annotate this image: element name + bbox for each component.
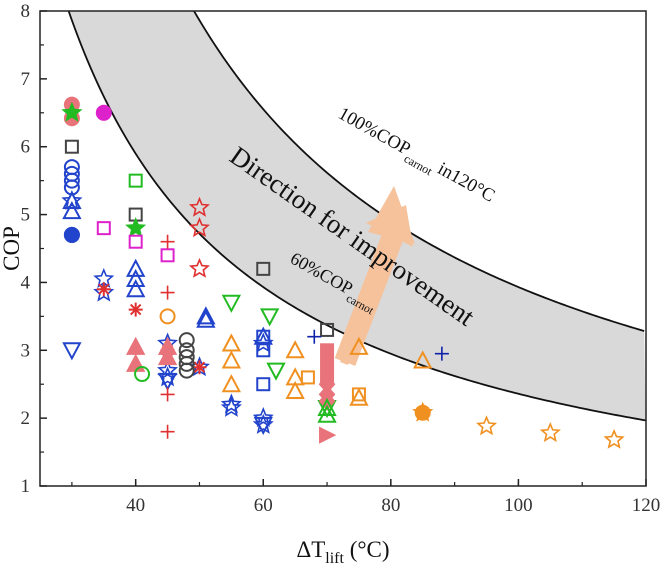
- data-point-plus-14-3: [160, 424, 175, 439]
- data-point-triangle-up-21-1: [221, 350, 242, 369]
- data-point-square-20-2: [256, 377, 271, 392]
- data-point-triangle-down-19-1: [259, 308, 280, 327]
- data-point-asterisk-12-1: [128, 302, 143, 317]
- data-point-circle-17-0: [134, 366, 151, 383]
- data-point-star-1-0: [61, 101, 83, 122]
- data-point-triangle-down-19-0: [221, 294, 242, 313]
- data-point-plus-23-0: [307, 329, 322, 344]
- data-point-square-10-1: [128, 234, 143, 249]
- y-tick-label: 8: [21, 1, 31, 22]
- data-point-triangle-up-21-0: [221, 333, 242, 352]
- data-point-triangle-up-6-1: [62, 201, 82, 220]
- data-point-triangle-up-6-0: [62, 190, 82, 209]
- data-point-square-24-0: [320, 343, 335, 358]
- data-point-star-7-10: [252, 406, 274, 428]
- data-point-square-22-1: [351, 387, 366, 402]
- y-tick-label: 6: [21, 137, 31, 158]
- data-point-circle-29-0: [414, 404, 431, 421]
- y-tick-label: 7: [21, 69, 31, 90]
- data-point-triangle-up-16-0: [126, 336, 146, 355]
- data-point-triangle-up-6-5: [196, 309, 216, 328]
- data-point-triangle-up-21-3: [285, 340, 305, 359]
- y-tick-label: 4: [21, 272, 31, 293]
- data-point-plus-14-1: [160, 285, 175, 300]
- data-point-triangle-up-21-2: [221, 374, 242, 393]
- data-point-circle-2-0: [95, 104, 112, 121]
- y-tick-label: 1: [21, 476, 31, 497]
- y-axis-title: COP: [0, 226, 24, 271]
- data-point-triangle-up-16-1: [126, 353, 146, 372]
- data-point-square-3-2: [256, 261, 271, 276]
- data-point-triangle-up-16-3: [157, 346, 178, 366]
- data-point-star-7-7: [220, 393, 242, 414]
- data-point-star-9-0: [125, 217, 147, 238]
- data-point-square-20-0: [256, 329, 271, 344]
- data-point-square-8-0: [128, 173, 143, 188]
- data-point-triangle-down-11-2: [253, 416, 273, 436]
- data-point-triangle-up-6-4: [126, 279, 146, 298]
- data-point-square-20-1: [256, 343, 271, 358]
- band-fill: [68, 11, 646, 421]
- data-point-star-7-8: [220, 396, 242, 417]
- x-tick-label: 100: [504, 495, 533, 516]
- data-point-triangle-up-21-5: [285, 380, 305, 399]
- data-points: [61, 96, 625, 449]
- arrow-tip: [368, 186, 415, 244]
- x-tick-label: 40: [126, 495, 145, 516]
- y-tick-label: 2: [21, 408, 31, 429]
- data-point-star-13-1: [188, 217, 210, 238]
- x-tick-label: 80: [381, 495, 400, 516]
- data-point-square-24-1: [320, 356, 335, 371]
- data-point-star-28-1: [476, 415, 498, 436]
- y-tick-label: 3: [21, 340, 31, 361]
- data-point-square-3-0: [64, 139, 79, 154]
- data-point-circle-18-4: [178, 362, 195, 379]
- data-point-square-10-2: [160, 248, 175, 263]
- data-point-star-13-0: [188, 196, 210, 217]
- data-point-star-13-2: [188, 257, 210, 278]
- y-tick-label: 5: [21, 205, 31, 226]
- data-point-triangle-up-6-6: [196, 306, 216, 325]
- x-tick-label: 120: [632, 495, 661, 516]
- data-point-triangle-up-21-6: [349, 336, 369, 355]
- x-tick-label: 60: [254, 495, 273, 516]
- data-point-triangle-down-11-1: [157, 372, 178, 391]
- data-point-triangle-up-26-0: [317, 397, 337, 416]
- data-point-triangle-up-6-3: [126, 268, 146, 288]
- data-point-square-10-0: [96, 221, 111, 236]
- data-point-circle-18-3: [178, 355, 195, 372]
- upper-curve-label: 100%COPcarnot in120°C: [332, 104, 498, 211]
- data-point-circle-5-0: [63, 226, 80, 243]
- data-point-triangle-up-26-1: [317, 404, 337, 423]
- data-point-square-3-3: [320, 322, 335, 337]
- data-point-circle-18-0: [178, 332, 195, 349]
- data-point-triangle-up-6-2: [126, 258, 146, 277]
- data-point-star-28-3: [603, 428, 625, 449]
- data-point-star-7-0: [61, 189, 83, 210]
- data-point-triangle-up-21-7: [349, 387, 369, 406]
- x-axis-title: ΔTlift (°C): [296, 537, 389, 567]
- data-point-plus-14-0: [160, 234, 175, 249]
- data-point-triangle-up-21-8: [413, 350, 433, 369]
- data-point-triangle-right-27-0: [319, 426, 337, 444]
- data-point-square-22-0: [300, 370, 315, 385]
- data-point-star-28-2: [539, 422, 561, 443]
- arrow-body: [334, 232, 404, 366]
- data-point-asterisk-12-0: [96, 282, 111, 297]
- data-point-plus-23-1: [434, 346, 449, 361]
- data-point-circle-15-0: [159, 308, 176, 325]
- data-point-asterisk-12-3: [192, 360, 207, 375]
- data-point-triangle-down-11-0: [62, 342, 82, 361]
- improvement-arrow: [334, 186, 415, 366]
- data-point-triangle-down-19-2: [266, 362, 286, 381]
- data-point-plus-14-2: [160, 387, 175, 402]
- data-point-circle-4-2: [63, 172, 80, 189]
